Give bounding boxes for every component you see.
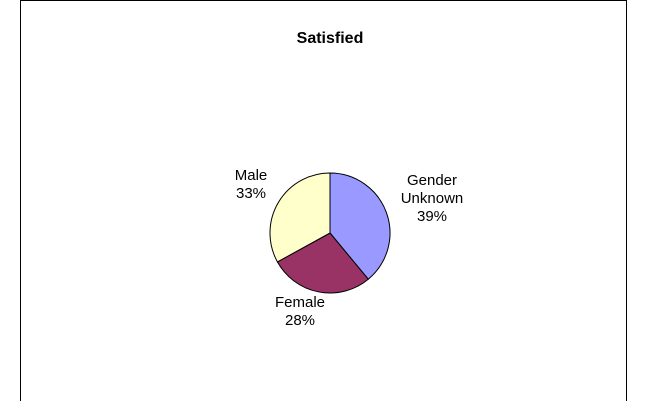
pie-label-female: Female 28% bbox=[275, 294, 325, 329]
pie-slice-gender-unknown bbox=[329, 172, 391, 280]
pie-labels: Gender Unknown 39% Female 28% Male 33% bbox=[235, 167, 464, 329]
pie-slice-female bbox=[276, 232, 369, 294]
pie-label-male: Male 33% bbox=[235, 167, 268, 202]
chart-title: Satisfied bbox=[297, 30, 364, 47]
pie-label-gender-unknown: Gender Unknown 39% bbox=[401, 172, 464, 225]
pie-slices bbox=[269, 172, 391, 294]
pie-slice-male bbox=[269, 172, 331, 263]
